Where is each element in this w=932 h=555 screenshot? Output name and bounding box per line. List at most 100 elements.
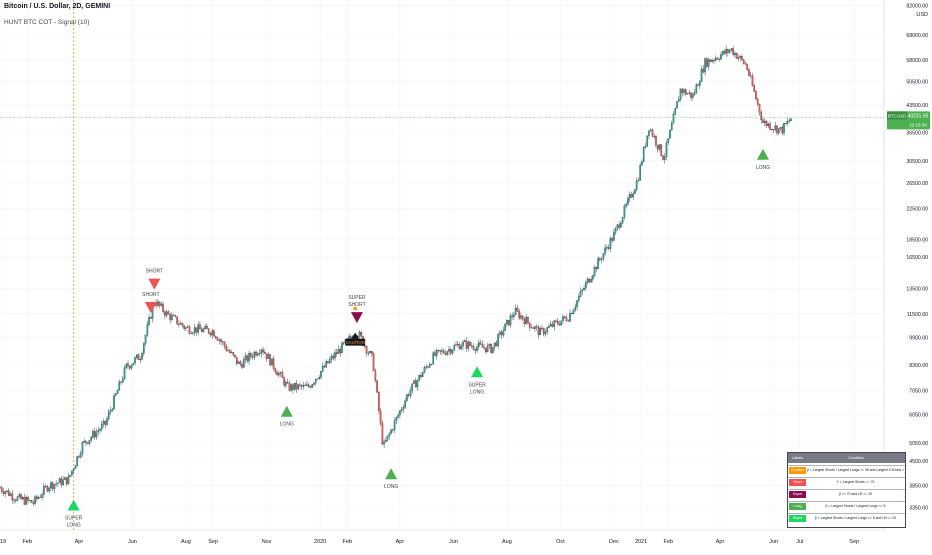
candle-body [523,319,526,325]
signal-label: SHORT [142,292,159,298]
candle-body [25,497,28,505]
candle-body [527,316,529,323]
candle-body [760,112,763,121]
x-tick-label: Feb [664,539,673,545]
candle-body [630,194,633,198]
candle-body [714,58,717,61]
candle-body [264,352,266,354]
candle-body [707,59,710,67]
candle-body [227,350,229,352]
symbol-box [887,111,907,120]
candle-body [472,346,475,350]
candle-body [576,300,578,307]
y-tick-label: 7050.00 [909,389,928,395]
candle-body [95,431,98,438]
y-tick-label: 58000.00 [906,58,928,64]
signal-label: LONG [756,165,770,171]
candle-body [311,384,314,388]
candle-body [414,380,417,388]
candle-body [62,479,64,486]
candle-body [197,324,199,333]
legend-condition: β < Largest Shorts / Largest Longs <= 5 … [814,516,897,520]
x-tick-label: Feb [343,539,352,545]
candle-body [100,424,103,430]
candle-body [644,146,647,148]
signal-short-marker [148,278,161,290]
candle-body [539,328,542,336]
x-tick-label: 2020 [314,539,326,545]
candle-body [165,311,168,316]
y-tick-label: 50500.00 [906,80,928,86]
y-tick-label: 82000.00 [906,4,928,10]
candle-body [218,339,221,341]
candle-body [570,313,573,315]
x-tick-label: Feb [22,539,31,545]
signal-label: LONG [280,422,294,428]
candle-body [732,48,734,55]
candle-body [121,378,124,383]
candle-body [667,138,670,144]
candle-body [609,238,612,249]
candle-body [132,362,135,366]
candle-body [597,258,599,270]
candle-body [204,325,207,329]
indicator-label[interactable]: HUNT BTC COT - Signal (10) [4,19,90,26]
candle-body [185,327,187,329]
candle-body [183,325,185,329]
x-tick-label: Sep [849,539,859,545]
candle-body [520,315,522,319]
candle-body [92,431,94,438]
candle-body [348,336,350,339]
candle-body [465,340,468,349]
candle-body [330,355,333,360]
candle-body [321,366,324,372]
candle-body [737,57,740,59]
candle-body [78,456,80,458]
candle-body [749,75,752,77]
candle-body [688,92,691,94]
candle-body [395,417,398,421]
candle-body [625,204,627,207]
candle-body [553,320,556,327]
candle-body [614,228,617,233]
candle-body [478,342,480,347]
candle-body [246,355,249,362]
time-axis[interactable]: 2019 Feb Apr Jun Aug Sep Nov 2020 Feb Apr Jun Aug Oc… [0,529,932,550]
candle-body [262,349,264,353]
candle-body [418,374,420,381]
signal-label: LONG [470,389,484,395]
candle-body [0,487,1,489]
candle-body [385,440,387,442]
candle-body [428,364,431,368]
candle-body [283,377,285,386]
candle-body [578,296,580,301]
candle-body [128,366,131,369]
candle-body [611,238,613,241]
candle-body [409,390,412,396]
legend-label: Super Short [789,491,806,503]
candle-body [439,349,442,352]
candle-body [725,49,727,54]
legend-row-caution: Caution β < Largest Shorts / Largest Lon… [788,465,905,475]
candle-body [267,354,270,359]
candle-body [485,347,487,353]
candle-body [390,429,392,434]
candle-body [658,144,661,150]
candle-body [513,314,515,318]
candle-body [518,311,520,319]
candle-body [432,352,435,365]
candle-body [490,344,492,353]
legend-row-short: Short Y < Largest Shorts >= 70 [788,477,905,487]
last-price-countdown: 22:16:34 [909,122,927,127]
candle-body [590,279,592,283]
y-tick-label: 6050.00 [909,413,928,419]
candle-body [174,315,177,317]
candle-body [13,499,15,501]
candle-body [364,345,366,347]
candle-body [681,88,684,93]
candle-body [437,349,440,351]
candle-body [237,361,240,364]
candle-body [586,278,589,283]
candle-body [14,500,17,501]
